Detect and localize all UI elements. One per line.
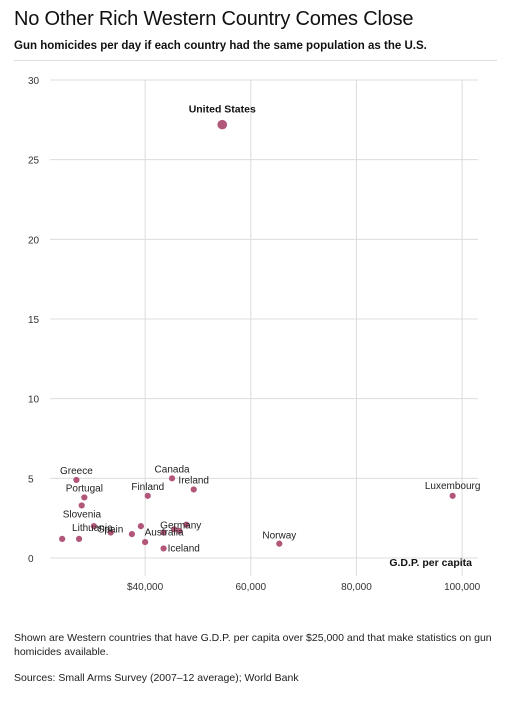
point-label: Portugal (66, 483, 103, 494)
point-label: Canada (155, 464, 190, 475)
grid-layer (50, 79, 478, 576)
point-label: Lithuania (72, 523, 113, 534)
scatter-chart: 0 5 10 15 20 25 30 $40,000 60,000 80,000 100,000 U… (28, 76, 481, 593)
chart-title: No Other Rich Western Country Comes Clos… (14, 8, 414, 30)
y-tick-label: 5 (28, 474, 34, 485)
point-label: Greece (60, 466, 93, 477)
axis-layer: 0 5 10 15 20 25 30 $40,000 60,000 80,000 100,000 (28, 76, 481, 593)
point-label: United States (189, 104, 256, 116)
y-tick-label: 25 (28, 156, 40, 167)
y-tick-label: 0 (28, 554, 34, 565)
data-point (171, 526, 178, 533)
data-point (73, 476, 80, 484)
y-tick-label: 30 (28, 76, 40, 87)
footnote: Shown are Western countries that have G.… (14, 632, 492, 658)
data-point (59, 535, 66, 542)
data-point (449, 492, 456, 499)
data-point (128, 531, 136, 538)
data-point (168, 475, 176, 482)
x-tick-label: 60,000 (235, 582, 266, 593)
point-label: Norway (262, 531, 296, 542)
data-point (190, 486, 197, 493)
data-point (107, 529, 114, 536)
data-point (160, 529, 167, 536)
data-point (137, 523, 144, 530)
point-label: Slovenia (63, 509, 102, 520)
data-point (183, 521, 190, 528)
header-divider (14, 60, 497, 61)
data-point (90, 523, 97, 530)
label-layer: United States Luxembourg Norway Greece Canad… (60, 104, 480, 555)
point-layer (59, 119, 456, 552)
x-axis-title: G.D.P. per capita (389, 557, 472, 569)
data-point (176, 527, 183, 535)
point-label: Ireland (178, 475, 209, 486)
point-label: Spain (98, 525, 124, 536)
chart-subtitle: Gun homicides per day if each country ha… (14, 40, 427, 52)
data-point (75, 535, 83, 542)
data-point (276, 540, 283, 547)
data-point (217, 119, 228, 130)
source-line: Sources: Small Arms Survey (2007–12 aver… (14, 672, 299, 684)
data-point (81, 494, 88, 501)
x-tick-label: 100,000 (444, 582, 481, 593)
x-tick-label: $40,000 (127, 582, 164, 593)
point-label: Australia (145, 528, 184, 539)
point-label: Finland (131, 482, 164, 493)
data-point (160, 545, 167, 552)
y-tick-label: 20 (28, 235, 40, 246)
point-label: Luxembourg (425, 481, 481, 492)
x-tick-label: 80,000 (341, 582, 372, 593)
point-label: Germany (160, 520, 201, 531)
data-point (78, 502, 85, 509)
data-point (144, 492, 151, 499)
point-label: Iceland (168, 543, 200, 554)
data-point (142, 538, 149, 546)
y-tick-label: 10 (28, 395, 40, 406)
y-tick-label: 15 (28, 315, 40, 326)
